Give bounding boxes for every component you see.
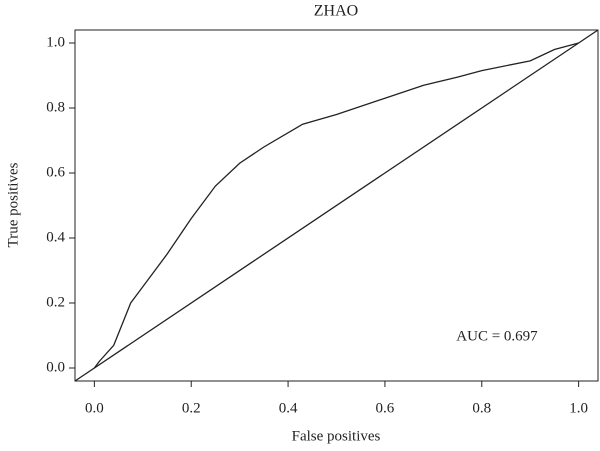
- x-tick-label: 0.0: [85, 400, 104, 416]
- y-axis-label: True positives: [5, 162, 21, 247]
- line: [93, 42, 579, 369]
- annotation: AUC = 0.697: [456, 328, 538, 344]
- x-tick-label: 0.2: [182, 400, 201, 416]
- y-tick-label: 0.4: [46, 229, 65, 245]
- chart-title: ZHAO: [314, 3, 358, 20]
- y-tick-label: 0.6: [46, 164, 65, 180]
- y-tick-label: 1.0: [46, 34, 65, 50]
- y-tick-label: 0.0: [46, 359, 65, 375]
- x-tick-label: 0.8: [472, 400, 491, 416]
- line: [74, 29, 599, 382]
- x-tick-label: 0.4: [279, 400, 298, 416]
- y-tick-label: 0.2: [46, 294, 65, 310]
- x-tick-label: 0.6: [376, 400, 395, 416]
- x-tick-label: 1.0: [569, 400, 588, 416]
- y-tick-label: 0.8: [46, 99, 65, 115]
- x-axis-label: False positives: [292, 428, 381, 444]
- plot-frame: [74, 29, 599, 382]
